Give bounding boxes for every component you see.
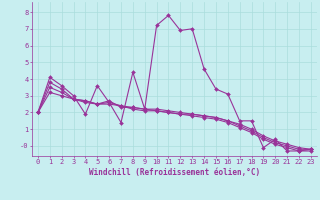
X-axis label: Windchill (Refroidissement éolien,°C): Windchill (Refroidissement éolien,°C) — [89, 168, 260, 177]
